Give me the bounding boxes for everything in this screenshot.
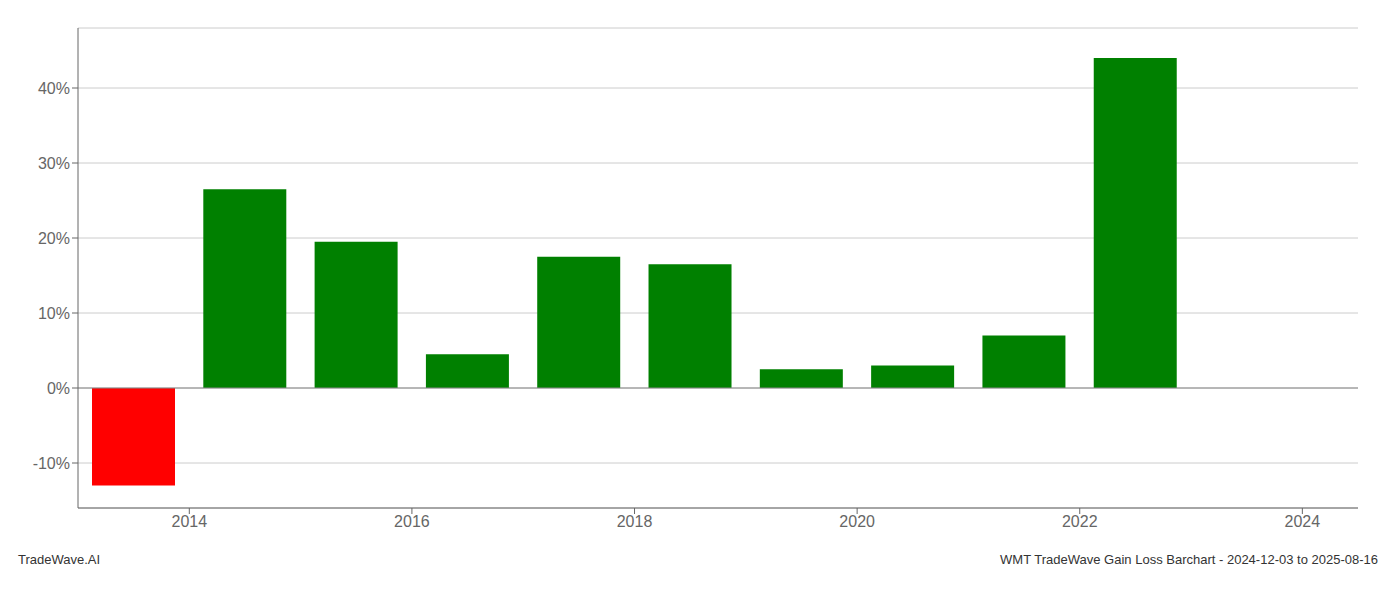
html-text:TradeWave.AI: TradeWave.AI (18, 552, 101, 567)
svg-text:2020: 2020 (839, 513, 875, 530)
svg-text:0%: 0% (47, 380, 70, 397)
svg-text:20%: 20% (38, 230, 70, 247)
svg-text:40%: 40% (38, 80, 70, 97)
svg-text:2014: 2014 (172, 513, 208, 530)
svg-text:30%: 30% (38, 155, 70, 172)
svg-text:10%: 10% (38, 305, 70, 322)
svg-text:2024: 2024 (1285, 513, 1321, 530)
svg-text:2016: 2016 (394, 513, 430, 530)
svg-text:2022: 2022 (1062, 513, 1098, 530)
html-text:WMT TradeWave Gain Loss Barcha: WMT TradeWave Gain Loss Barchart - 2024-… (1000, 552, 1378, 567)
svg-text:2018: 2018 (617, 513, 653, 530)
svg-text:-10%: -10% (33, 455, 70, 472)
